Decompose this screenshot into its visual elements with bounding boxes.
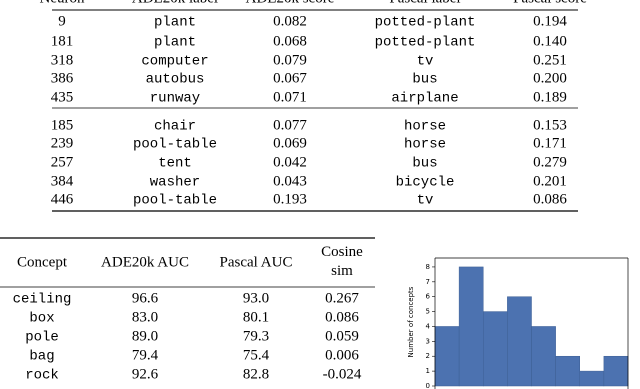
table-cell: 0.171 [533, 135, 567, 151]
table-cell: 93.0 [243, 290, 269, 306]
table-cell: -0.024 [323, 366, 362, 382]
table-cell: 0.140 [533, 33, 567, 49]
table-cell: rock [25, 368, 59, 384]
table-cell: 0.006 [325, 347, 359, 363]
table-cell: 0.082 [273, 13, 307, 29]
table-cell: 257 [51, 154, 74, 170]
table-cell: 79.4 [132, 347, 159, 363]
table-header-cell: ADE20k label [132, 0, 218, 6]
table-cell: pole [25, 330, 59, 346]
table-cell: 9 [58, 13, 66, 29]
table-cell: 0.279 [533, 154, 567, 170]
table-cell: 96.6 [132, 290, 159, 306]
table-cell: airplane [391, 91, 458, 107]
table-cell: 0.042 [273, 154, 307, 170]
table-cell: bag [29, 349, 54, 365]
table-cell: 0.194 [533, 13, 567, 29]
table-cell: potted-plant [375, 35, 476, 51]
y-tick-label: 5 [426, 308, 430, 316]
table-cell: 0.267 [325, 290, 359, 306]
table-cell: 318 [51, 52, 74, 68]
table-cell: 384 [51, 173, 74, 189]
table-cell: 0.086 [325, 309, 359, 325]
y-tick-label: 7 [426, 278, 430, 286]
table-cell: pool-table [133, 137, 217, 153]
y-tick-label: 8 [426, 263, 430, 271]
bar [458, 266, 484, 387]
table-cell: potted-plant [375, 15, 476, 31]
table-cell: 0.068 [273, 33, 307, 49]
table-cell: 0.193 [273, 191, 307, 207]
table-cell: 0.069 [273, 135, 307, 151]
table-cell: 0.153 [533, 117, 567, 133]
table-cell: 0.043 [273, 173, 307, 189]
table-cell: 0.059 [325, 328, 359, 344]
table-cell: tv [417, 54, 434, 70]
table-cell: chair [154, 119, 196, 135]
table-cell: bus [412, 72, 437, 88]
table-header-cell: Pascal score [513, 0, 587, 6]
y-tick-label: 0 [426, 382, 430, 389]
table-cell: box [29, 311, 54, 327]
table-cell: 0.079 [273, 52, 307, 68]
table-cell: 0.201 [533, 173, 567, 189]
table-cell: 0.251 [533, 52, 567, 68]
table-cell: 79.3 [243, 328, 269, 344]
table-header-cell: Pascal label [389, 0, 460, 6]
table-cell: washer [150, 175, 200, 191]
table-cell: 386 [51, 70, 74, 86]
table-cell: 0.200 [533, 70, 567, 86]
y-tick-label: 3 [426, 337, 430, 345]
y-tick-label: 1 [426, 367, 430, 375]
table-cell: computer [141, 54, 208, 70]
table-cell: 0.071 [273, 89, 307, 105]
table-cell: 0.077 [273, 117, 307, 133]
table-cell: 181 [51, 33, 74, 49]
table-cell: 92.6 [132, 366, 159, 382]
table-cell: bus [412, 156, 437, 172]
table-cell: pool-table [133, 193, 217, 209]
table-header-cell: Neuron [40, 0, 85, 6]
y-tick-label: 2 [426, 352, 430, 360]
table-cell: 82.8 [243, 366, 269, 382]
table-cell: 80.1 [243, 309, 269, 325]
table-cell: horse [404, 137, 446, 153]
table-cell: tv [417, 193, 434, 209]
table-cell: 239 [51, 135, 74, 151]
bar [483, 311, 508, 387]
table-cell: plant [154, 35, 196, 51]
bar [555, 355, 580, 387]
table-cell: 0.086 [533, 191, 567, 207]
table-header-cell: Concept [17, 254, 68, 270]
table-cell: plant [154, 15, 196, 31]
table-cell: 75.4 [243, 347, 270, 363]
table-cell: horse [404, 119, 446, 135]
y-tick-label: 6 [426, 293, 431, 301]
bar [579, 370, 605, 387]
table-header-cell: Cosine sim [321, 244, 363, 279]
table-cell: 89.0 [132, 328, 158, 344]
table-cell: 185 [51, 117, 74, 133]
bar [434, 326, 460, 387]
table-cell: bicycle [396, 175, 455, 191]
table-cell: 0.189 [533, 89, 567, 105]
table-header-cell: ADE20k score [246, 0, 335, 6]
table-cell: 446 [51, 191, 74, 207]
table-cell: 83.0 [132, 309, 158, 325]
table-cell: ceiling [13, 292, 72, 308]
table-cell: runway [150, 91, 200, 107]
bar [603, 355, 629, 387]
bar [531, 326, 556, 387]
table-header-cell: ADE20k AUC [101, 254, 189, 270]
table-cell: autobus [146, 72, 205, 88]
bar [507, 296, 532, 387]
table-cell: 435 [51, 89, 74, 105]
y-axis-label: Number of concepts [407, 286, 415, 357]
table-header-cell: Pascal AUC [220, 254, 293, 270]
y-tick-label: 4 [426, 322, 431, 330]
table-cell: 0.067 [273, 70, 307, 86]
table-cell: tent [158, 156, 192, 172]
